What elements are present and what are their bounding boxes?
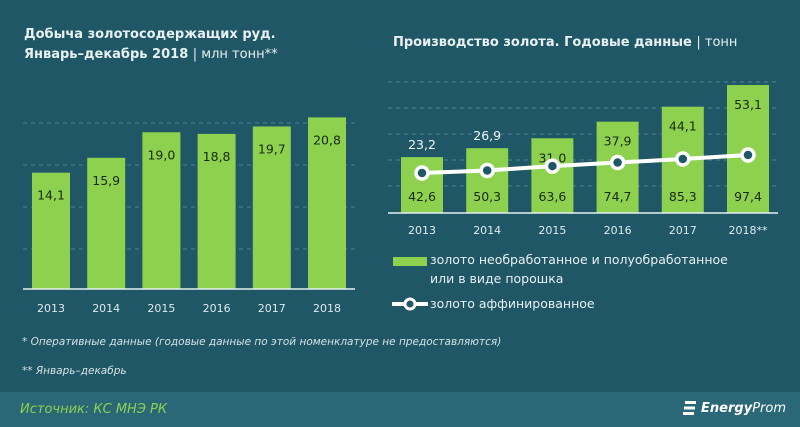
- left-chart-title: Добыча золотосодержащих руд.: [24, 27, 276, 42]
- bar-2014: [87, 157, 126, 289]
- legend-bar-swatch: [393, 257, 427, 266]
- refined-gold-line: [421, 153, 749, 176]
- bar-value-label: 23,2: [408, 137, 436, 152]
- x-tick-label: 2015: [538, 224, 566, 237]
- x-tick-label: 2014: [92, 302, 120, 315]
- bar-value-label: 37,9: [604, 134, 632, 149]
- line-value-label: 63,6: [538, 189, 566, 204]
- line-value-label: 97,4: [734, 189, 762, 204]
- line-point-2018**: [740, 147, 756, 163]
- bar-value-label: 44,1: [669, 119, 697, 134]
- bar-value-label: 19,7: [258, 141, 286, 156]
- energyprom-logo: EnergyProm: [683, 400, 786, 416]
- bar-2016: [197, 133, 236, 289]
- x-tick-label: 2015: [147, 302, 175, 315]
- bar-2014: [466, 148, 509, 213]
- footnote-1: * Оперативные данные (годовые данные по …: [22, 336, 502, 348]
- x-tick-label: 2013: [37, 302, 65, 315]
- bar-value-label: 14,1: [37, 188, 65, 203]
- bar-value-label: 20,8: [313, 132, 341, 147]
- x-tick-label: 2018**: [729, 224, 768, 237]
- line-point-2016: [609, 154, 626, 171]
- line-point-2017: [675, 151, 691, 167]
- line-point-2014: [479, 162, 495, 179]
- x-tick-label: 2016: [203, 302, 231, 315]
- logo-text-bold: Energy: [701, 400, 753, 416]
- line-point-2013: [414, 165, 430, 181]
- left-title-text: Добыча золотосодержащих руд.: [24, 27, 276, 42]
- bar-2013: [32, 172, 70, 289]
- x-tick-label: 2018: [313, 302, 341, 315]
- left-unit: | млн тонн**: [192, 47, 278, 62]
- footnote-2: ** Январь–декабрь: [22, 365, 127, 377]
- bar-value-label: 19,0: [147, 147, 175, 162]
- legend-bar-label: золото необработанное и полуобработанное: [430, 252, 728, 267]
- left-subtitle-text: Январь–декабрь 2018: [24, 47, 189, 62]
- line-value-label: 50,3: [473, 189, 501, 204]
- x-tick-label: 2016: [604, 224, 632, 237]
- legend-line-swatch: [392, 297, 428, 311]
- energyprom-logo-icon: [683, 401, 697, 415]
- left-chart-subtitle: Январь–декабрь 2018 | млн тонн**: [24, 47, 278, 62]
- x-tick-label: 2017: [669, 224, 697, 237]
- x-tick-label: 2013: [408, 224, 436, 237]
- line-point-2015: [544, 158, 561, 174]
- footer-band: [0, 392, 800, 427]
- right-title-text: Производство золота. Годовые данные: [393, 35, 692, 50]
- right-chart-title: Производство золота. Годовые данные | то…: [393, 35, 737, 50]
- bar-2015: [531, 138, 574, 213]
- line-value-label: 42,6: [408, 189, 436, 204]
- bar-value-label: 15,9: [92, 173, 120, 188]
- legend-line-label: золото аффинированное: [430, 296, 595, 311]
- source-text: Источник: КС МНЭ РК: [20, 402, 168, 417]
- right-unit: | тонн: [696, 35, 738, 50]
- x-tick-label: 2017: [258, 302, 286, 315]
- bar-2015: [142, 132, 181, 289]
- left-chart: 14,1 2013 15,9 2014 19,0 2015 18,8 2016 19,7 2017…: [23, 117, 355, 315]
- bar-2017: [252, 126, 291, 289]
- bar-value-label: 53,1: [734, 97, 762, 112]
- bar-value-label: 31,0: [538, 150, 566, 165]
- x-tick-label: 2014: [473, 224, 501, 237]
- logo-text: Prom: [752, 400, 786, 416]
- legend-bar-label-2: или в виде порошка: [430, 271, 564, 286]
- right-chart: 23,2 42,6 2013 26,9 50,3 2014 31,0 63,6 2015 37,9…: [388, 81, 778, 237]
- bar-value-label: 18,8: [203, 149, 231, 164]
- line-value-label: 85,3: [669, 189, 697, 204]
- bar-2018: [308, 117, 346, 290]
- bar-value-label: 26,9: [473, 128, 501, 143]
- line-value-label: 74,7: [604, 189, 632, 204]
- charts-svg: 14,1 2013 15,9 2014 19,0 2015 18,8 2016 19,7 2017…: [23, 81, 778, 315]
